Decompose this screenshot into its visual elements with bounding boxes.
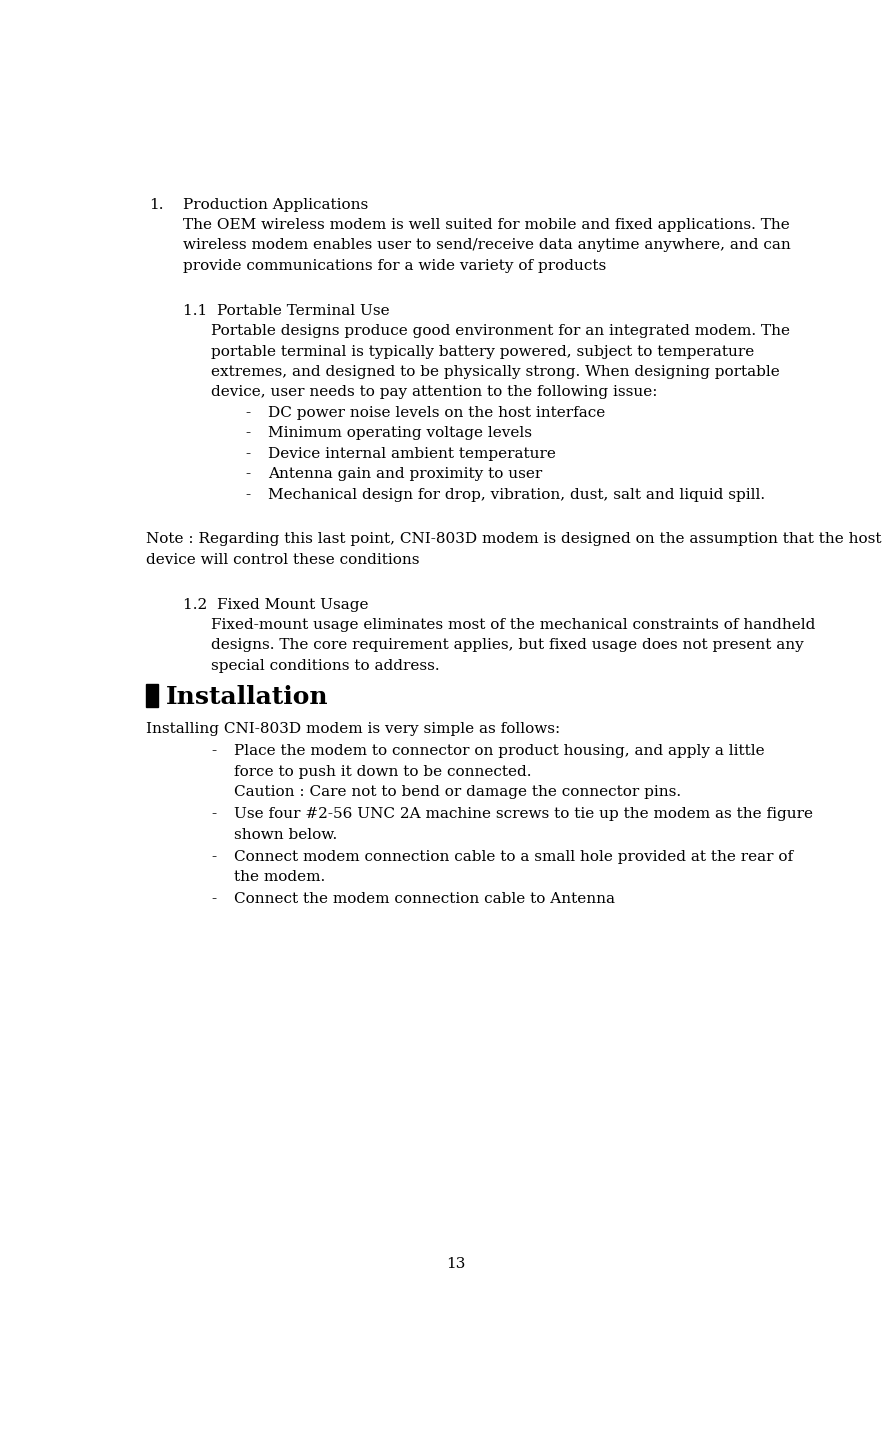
Text: -: - xyxy=(245,488,251,502)
Text: Device internal ambient temperature: Device internal ambient temperature xyxy=(268,446,557,461)
Text: wireless modem enables user to send/receive data anytime anywhere, and can: wireless modem enables user to send/rece… xyxy=(183,238,791,253)
Text: 1.2  Fixed Mount Usage: 1.2 Fixed Mount Usage xyxy=(183,597,369,611)
Text: Installing CNI-803D modem is very simple as follows:: Installing CNI-803D modem is very simple… xyxy=(146,722,560,736)
Text: DC power noise levels on the host interface: DC power noise levels on the host interf… xyxy=(268,406,605,420)
Text: special conditions to address.: special conditions to address. xyxy=(211,659,440,673)
Text: -: - xyxy=(211,745,216,758)
Text: Use four #2-56 UNC 2A machine screws to tie up the modem as the figure: Use four #2-56 UNC 2A machine screws to … xyxy=(234,806,813,821)
Text: designs. The core requirement applies, but fixed usage does not present any: designs. The core requirement applies, b… xyxy=(211,639,804,653)
Text: Production Applications: Production Applications xyxy=(183,198,369,211)
Text: device, user needs to pay attention to the following issue:: device, user needs to pay attention to t… xyxy=(211,386,658,399)
Text: -: - xyxy=(211,893,216,907)
Text: -: - xyxy=(245,406,251,420)
Text: Mechanical design for drop, vibration, dust, salt and liquid spill.: Mechanical design for drop, vibration, d… xyxy=(268,488,765,502)
Text: Place the modem to connector on product housing, and apply a little: Place the modem to connector on product … xyxy=(234,745,765,758)
Text: -: - xyxy=(211,850,216,864)
Text: provide communications for a wide variety of products: provide communications for a wide variet… xyxy=(183,258,606,273)
Text: Portable designs produce good environment for an integrated modem. The: Portable designs produce good environmen… xyxy=(211,324,790,339)
Text: Minimum operating voltage levels: Minimum operating voltage levels xyxy=(268,426,533,441)
Bar xyxy=(146,684,158,707)
Text: Connect the modem connection cable to Antenna: Connect the modem connection cable to An… xyxy=(234,893,615,907)
Text: Caution : Care not to bend or damage the connector pins.: Caution : Care not to bend or damage the… xyxy=(234,785,681,799)
Text: Antenna gain and proximity to user: Antenna gain and proximity to user xyxy=(268,468,542,481)
Text: The OEM wireless modem is well suited for mobile and fixed applications. The: The OEM wireless modem is well suited fo… xyxy=(183,218,790,232)
Text: 1.: 1. xyxy=(149,198,164,211)
Text: -: - xyxy=(245,468,251,481)
Text: portable terminal is typically battery powered, subject to temperature: portable terminal is typically battery p… xyxy=(211,344,754,359)
Text: 13: 13 xyxy=(446,1257,465,1271)
Text: device will control these conditions: device will control these conditions xyxy=(146,552,419,567)
Text: -: - xyxy=(211,806,216,821)
Text: shown below.: shown below. xyxy=(234,828,337,841)
Text: extremes, and designed to be physically strong. When designing portable: extremes, and designed to be physically … xyxy=(211,364,780,379)
Text: the modem.: the modem. xyxy=(234,870,325,884)
Text: 1.1  Portable Terminal Use: 1.1 Portable Terminal Use xyxy=(183,304,390,317)
Text: Installation: Installation xyxy=(166,684,329,709)
Text: Note : Regarding this last point, CNI-803D modem is designed on the assumption t: Note : Regarding this last point, CNI-80… xyxy=(146,532,881,547)
Text: Connect modem connection cable to a small hole provided at the rear of: Connect modem connection cable to a smal… xyxy=(234,850,793,864)
Text: -: - xyxy=(245,426,251,441)
Text: -: - xyxy=(245,446,251,461)
Text: force to push it down to be connected.: force to push it down to be connected. xyxy=(234,765,532,779)
Text: Fixed-mount usage eliminates most of the mechanical constraints of handheld: Fixed-mount usage eliminates most of the… xyxy=(211,618,815,631)
